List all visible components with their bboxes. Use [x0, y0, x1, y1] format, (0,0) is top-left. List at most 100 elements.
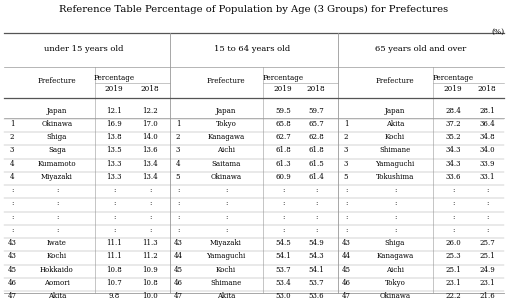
Text: 43: 43 — [8, 253, 16, 260]
Text: :: : — [315, 186, 317, 194]
Text: 2019: 2019 — [443, 85, 462, 94]
Text: 33.9: 33.9 — [479, 160, 495, 168]
Text: :: : — [56, 186, 58, 194]
Text: :: : — [394, 200, 396, 207]
Text: 14.0: 14.0 — [142, 133, 158, 141]
Text: :: : — [345, 186, 347, 194]
Text: 43: 43 — [174, 239, 182, 247]
Text: 34.3: 34.3 — [445, 160, 461, 168]
Text: :: : — [149, 213, 151, 221]
Text: Kanagawa: Kanagawa — [207, 133, 245, 141]
Text: 9.8: 9.8 — [108, 292, 119, 300]
Text: 10.0: 10.0 — [142, 292, 158, 300]
Text: Kochi: Kochi — [47, 253, 67, 260]
Text: 54.3: 54.3 — [308, 253, 324, 260]
Text: 43: 43 — [341, 239, 351, 247]
Text: 44: 44 — [174, 253, 182, 260]
Text: 2018: 2018 — [307, 85, 325, 94]
Text: 59.7: 59.7 — [308, 107, 324, 115]
Text: :: : — [486, 213, 488, 221]
Text: 65 years old and over: 65 years old and over — [375, 45, 467, 53]
Text: 17.0: 17.0 — [142, 120, 158, 128]
Text: 46: 46 — [8, 279, 16, 287]
Text: 5: 5 — [176, 173, 180, 181]
Text: 3: 3 — [176, 146, 180, 154]
Text: Okinawa: Okinawa — [42, 120, 73, 128]
Text: :: : — [225, 213, 227, 221]
Text: 36.4: 36.4 — [479, 120, 495, 128]
Text: 11.3: 11.3 — [142, 239, 158, 247]
Text: 24.9: 24.9 — [479, 266, 495, 274]
Text: 34.0: 34.0 — [479, 146, 495, 154]
Text: 13.8: 13.8 — [106, 133, 122, 141]
Text: Kanagawa: Kanagawa — [376, 253, 414, 260]
Text: 1: 1 — [10, 120, 14, 128]
Text: 28.4: 28.4 — [445, 107, 461, 115]
Text: 65.7: 65.7 — [308, 120, 324, 128]
Text: :: : — [282, 186, 284, 194]
Text: 45: 45 — [8, 266, 16, 274]
Text: 25.7: 25.7 — [479, 239, 495, 247]
Text: 4: 4 — [10, 173, 14, 181]
Text: :: : — [11, 186, 13, 194]
Text: :: : — [452, 186, 454, 194]
Text: :: : — [11, 200, 13, 207]
Text: 28.1: 28.1 — [479, 107, 495, 115]
Text: 47: 47 — [174, 292, 182, 300]
Text: Yamaguchi: Yamaguchi — [375, 160, 415, 168]
Text: 10.8: 10.8 — [142, 279, 158, 287]
Text: 44: 44 — [341, 253, 351, 260]
Text: 2: 2 — [176, 133, 180, 141]
Text: 11.1: 11.1 — [106, 239, 122, 247]
Text: 11.2: 11.2 — [142, 253, 158, 260]
Text: 22.2: 22.2 — [445, 292, 461, 300]
Text: 54.1: 54.1 — [308, 266, 324, 274]
Text: 61.8: 61.8 — [308, 146, 324, 154]
Text: 25.1: 25.1 — [445, 266, 461, 274]
Text: :: : — [177, 200, 179, 207]
Text: 4: 4 — [10, 160, 14, 168]
Text: Percentage: Percentage — [93, 74, 135, 82]
Text: :: : — [225, 186, 227, 194]
Text: 33.6: 33.6 — [445, 173, 461, 181]
Text: :: : — [149, 226, 151, 234]
Text: :: : — [345, 213, 347, 221]
Text: :: : — [452, 200, 454, 207]
Text: 65.8: 65.8 — [275, 120, 291, 128]
Text: :: : — [149, 200, 151, 207]
Text: :: : — [225, 226, 227, 234]
Text: 53.7: 53.7 — [275, 266, 291, 274]
Text: Saga: Saga — [48, 146, 66, 154]
Text: 4: 4 — [176, 160, 180, 168]
Text: Akita: Akita — [48, 292, 66, 300]
Text: 13.4: 13.4 — [142, 173, 158, 181]
Text: :: : — [394, 186, 396, 194]
Text: :: : — [394, 226, 396, 234]
Text: 34.8: 34.8 — [479, 133, 495, 141]
Text: 3: 3 — [10, 146, 14, 154]
Text: :: : — [149, 186, 151, 194]
Text: 25.3: 25.3 — [445, 253, 461, 260]
Text: 13.3: 13.3 — [106, 173, 122, 181]
Text: 35.2: 35.2 — [445, 133, 461, 141]
Text: Japan: Japan — [216, 107, 236, 115]
Text: Yamaguchi: Yamaguchi — [206, 253, 246, 260]
Text: 2018: 2018 — [478, 85, 496, 94]
Text: :: : — [225, 200, 227, 207]
Text: 33.1: 33.1 — [479, 173, 495, 181]
Text: Aomori: Aomori — [44, 279, 70, 287]
Text: Iwate: Iwate — [47, 239, 67, 247]
Text: 2: 2 — [10, 133, 14, 141]
Text: 2: 2 — [344, 133, 348, 141]
Text: 26.0: 26.0 — [445, 239, 461, 247]
Text: Aichi: Aichi — [217, 146, 235, 154]
Text: Miyazaki: Miyazaki — [210, 239, 242, 247]
Text: :: : — [113, 186, 115, 194]
Text: 54.9: 54.9 — [308, 239, 324, 247]
Text: Shiga: Shiga — [47, 133, 67, 141]
Text: :: : — [282, 200, 284, 207]
Text: 13.5: 13.5 — [106, 146, 122, 154]
Text: 45: 45 — [174, 266, 182, 274]
Text: 43: 43 — [8, 239, 16, 247]
Text: 15 to 64 years old: 15 to 64 years old — [214, 45, 290, 53]
